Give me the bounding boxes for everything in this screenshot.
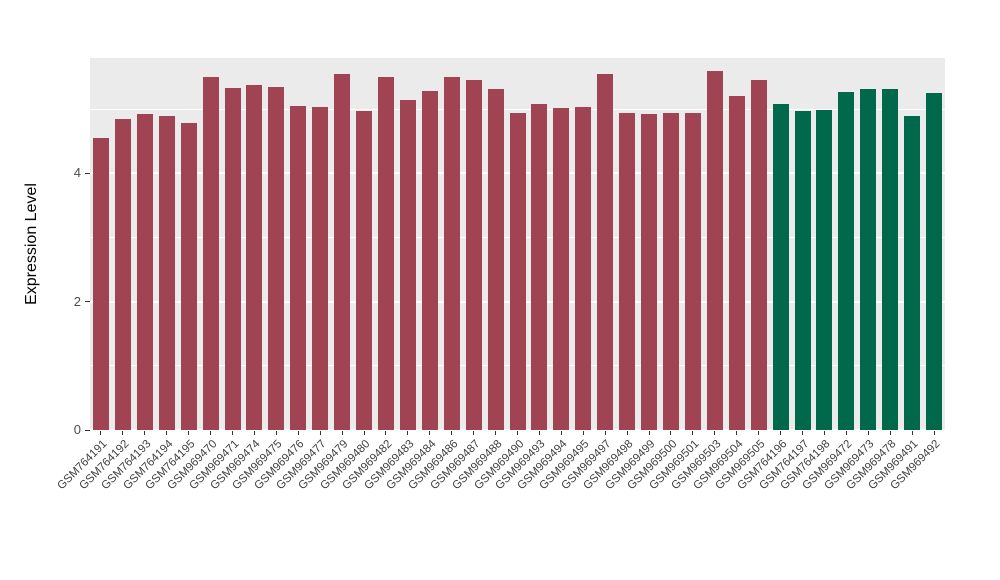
bar bbox=[772, 104, 789, 430]
bar bbox=[553, 108, 570, 430]
bar bbox=[575, 107, 592, 430]
bar bbox=[443, 77, 460, 430]
bar bbox=[114, 118, 131, 430]
x-tick-mark bbox=[648, 430, 650, 435]
x-tick-mark bbox=[363, 430, 365, 435]
x-tick-mark bbox=[845, 430, 847, 435]
x-tick-mark bbox=[297, 430, 299, 435]
x-tick-mark bbox=[188, 430, 190, 435]
x-tick-mark bbox=[802, 430, 803, 435]
x-tick-mark bbox=[319, 430, 321, 435]
x-tick-mark bbox=[714, 430, 716, 435]
x-tick-mark bbox=[604, 430, 606, 435]
bar bbox=[399, 99, 416, 430]
bar bbox=[356, 111, 373, 430]
x-tick-mark bbox=[911, 430, 913, 435]
bar bbox=[662, 112, 679, 430]
bar bbox=[838, 92, 855, 430]
x-tick-mark bbox=[538, 430, 540, 435]
bar bbox=[246, 84, 263, 430]
bar bbox=[180, 123, 197, 430]
x-tick-mark bbox=[144, 430, 146, 435]
x-tick-mark bbox=[275, 430, 277, 435]
y-tick-label: 4 bbox=[73, 165, 81, 181]
bar bbox=[619, 112, 636, 430]
x-tick-mark bbox=[122, 430, 124, 435]
x-tick-mark bbox=[166, 430, 168, 435]
bar bbox=[421, 91, 438, 430]
bar bbox=[136, 114, 153, 430]
bar bbox=[728, 96, 745, 430]
x-tick-mark bbox=[210, 430, 212, 435]
bar bbox=[290, 106, 307, 430]
x-tick-mark bbox=[407, 430, 409, 435]
x-tick-mark bbox=[385, 430, 387, 435]
y-tick-label: 2 bbox=[73, 293, 81, 309]
x-tick-mark bbox=[758, 430, 760, 435]
bar bbox=[750, 80, 767, 430]
x-tick-mark bbox=[933, 430, 935, 435]
x-tick-mark bbox=[473, 430, 475, 435]
x-tick-mark bbox=[560, 430, 562, 435]
minor-gridline bbox=[90, 108, 945, 110]
bar bbox=[706, 70, 723, 430]
x-tick-mark bbox=[582, 430, 584, 435]
bar bbox=[92, 138, 109, 430]
bar bbox=[312, 106, 329, 430]
x-tick-mark bbox=[341, 430, 343, 435]
x-tick-mark bbox=[889, 430, 891, 435]
x-tick-mark bbox=[867, 430, 869, 435]
x-tick-mark bbox=[736, 430, 738, 435]
bar bbox=[465, 80, 482, 430]
x-tick-mark bbox=[253, 430, 255, 435]
bar bbox=[377, 77, 394, 430]
y-axis-title: Expression Level bbox=[23, 183, 40, 305]
bar bbox=[794, 111, 811, 430]
x-tick-mark bbox=[780, 430, 782, 435]
x-tick-mark bbox=[429, 430, 431, 435]
bar bbox=[509, 112, 526, 430]
bars-layer bbox=[90, 58, 945, 430]
bar bbox=[202, 77, 219, 430]
bar bbox=[641, 114, 658, 430]
bar bbox=[268, 86, 285, 430]
bar bbox=[158, 115, 175, 430]
x-tick-mark bbox=[232, 430, 233, 435]
x-tick-mark bbox=[517, 430, 518, 435]
bar bbox=[860, 88, 877, 430]
bar bbox=[597, 74, 614, 430]
x-tick-mark bbox=[823, 430, 825, 435]
bar bbox=[487, 88, 504, 430]
x-tick-mark bbox=[495, 430, 497, 435]
bar bbox=[904, 115, 921, 430]
bar bbox=[334, 74, 351, 430]
major-gridline bbox=[90, 429, 945, 431]
x-tick-mark bbox=[670, 430, 672, 435]
x-tick-mark bbox=[451, 430, 453, 435]
x-tick-mark bbox=[626, 430, 628, 435]
bar bbox=[816, 109, 833, 430]
plot-panel bbox=[90, 58, 945, 431]
x-tick-mark bbox=[692, 430, 694, 435]
x-tick-mark bbox=[100, 430, 102, 435]
y-tick-mark bbox=[85, 429, 90, 431]
bar bbox=[224, 88, 241, 430]
y-tick-mark bbox=[85, 172, 90, 174]
y-tick-mark bbox=[85, 301, 90, 303]
y-tick-label: 0 bbox=[73, 422, 81, 437]
bar bbox=[882, 89, 899, 430]
bar bbox=[926, 92, 943, 430]
bar bbox=[684, 113, 701, 430]
bar bbox=[531, 104, 548, 430]
